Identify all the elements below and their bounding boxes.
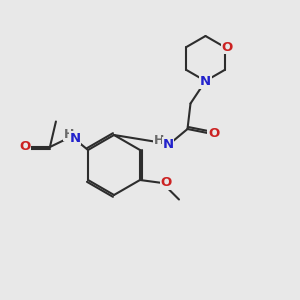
Text: O: O [160,176,172,190]
Text: O: O [222,41,233,54]
Text: O: O [208,127,219,140]
Text: O: O [19,140,30,153]
Text: H: H [64,128,74,141]
Text: H: H [154,134,164,148]
Text: N: N [200,75,211,88]
Text: N: N [162,138,174,151]
Text: N: N [70,131,81,145]
